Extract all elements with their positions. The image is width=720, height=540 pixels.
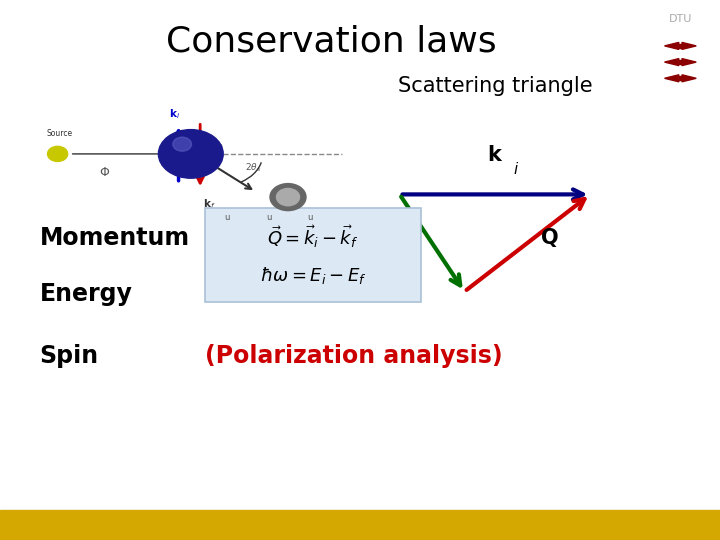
Text: $\Phi$: $\Phi$	[99, 166, 110, 179]
Circle shape	[270, 184, 306, 211]
Text: $\mathbf{Q}$: $\mathbf{Q}$	[540, 226, 559, 249]
Text: $\mathbf{k}$: $\mathbf{k}$	[487, 145, 503, 165]
Text: u: u	[224, 213, 230, 222]
Polygon shape	[665, 59, 679, 65]
Bar	[679, 44, 682, 48]
Circle shape	[48, 146, 68, 161]
Text: $\vec{Q} = \vec{k}_i - \vec{k}_f$: $\vec{Q} = \vec{k}_i - \vec{k}_f$	[267, 223, 359, 249]
Circle shape	[158, 130, 223, 178]
Circle shape	[173, 137, 192, 151]
Text: $d\Omega$: $d\Omega$	[299, 220, 311, 231]
Text: DTU: DTU	[669, 14, 692, 24]
Polygon shape	[682, 75, 696, 82]
Text: u: u	[307, 213, 312, 222]
Text: Detector: Detector	[299, 212, 332, 221]
Text: Sample: Sample	[194, 142, 223, 151]
Text: $2\theta_s$: $2\theta_s$	[245, 161, 261, 174]
Circle shape	[276, 188, 300, 206]
Text: $\hbar\omega = E_i - E_f$: $\hbar\omega = E_i - E_f$	[260, 266, 366, 286]
Bar	[679, 60, 682, 64]
Text: Energy: Energy	[40, 282, 132, 306]
Text: $\mathit{i}$: $\mathit{i}$	[513, 160, 519, 177]
Text: Conservation laws: Conservation laws	[166, 24, 497, 58]
Text: (Polarization analysis): (Polarization analysis)	[205, 345, 503, 368]
Bar	[679, 76, 682, 80]
Bar	[0, 510, 720, 540]
Polygon shape	[682, 59, 696, 65]
Text: Source: Source	[47, 129, 73, 138]
Text: Spin: Spin	[40, 345, 99, 368]
Polygon shape	[665, 75, 679, 82]
Text: u: u	[266, 213, 271, 222]
Text: $\mathbf{k}_i$: $\mathbf{k}_i$	[168, 107, 180, 122]
Polygon shape	[665, 42, 679, 49]
Text: $\mathit{f}$: $\mathit{f}$	[405, 254, 414, 270]
Text: Momentum: Momentum	[40, 226, 190, 249]
Text: $\mathbf{k}_f$: $\mathbf{k}_f$	[202, 197, 215, 211]
Text: $\mathbf{k}$: $\mathbf{k}$	[376, 230, 392, 251]
FancyBboxPatch shape	[205, 208, 421, 302]
Polygon shape	[682, 42, 696, 49]
Text: Scattering triangle: Scattering triangle	[398, 76, 593, 96]
